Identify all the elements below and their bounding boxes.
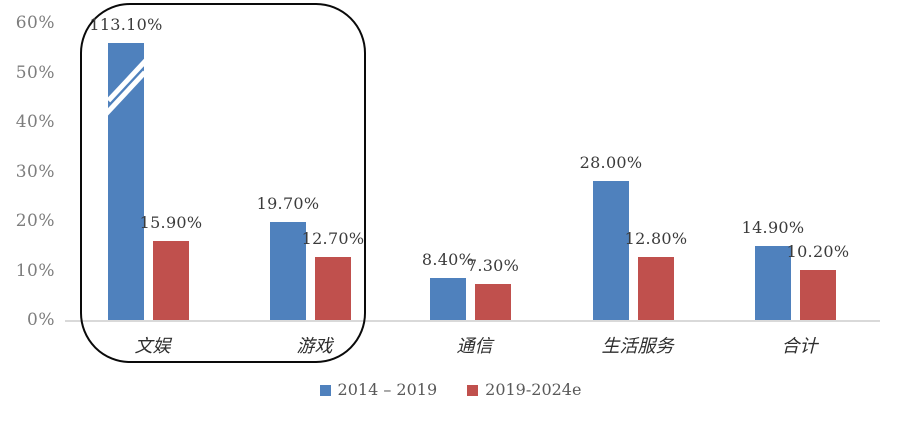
legend-label-series2: 2019-2024e xyxy=(485,380,582,399)
x-axis-line xyxy=(65,320,880,322)
x-category-label-4: 合计 xyxy=(781,336,818,357)
data-label-series2-cat3: 12.80% xyxy=(624,228,688,248)
y-tick-10pct: 10% xyxy=(15,260,55,281)
highlight-box xyxy=(80,3,366,363)
bar-series2-cat0 xyxy=(153,241,189,320)
y-tick-0pct: 0% xyxy=(27,310,55,330)
data-label-series1-cat2: 8.40% xyxy=(421,250,475,270)
bar-series1-cat4 xyxy=(755,246,791,320)
legend-swatch-series2 xyxy=(467,384,479,396)
legend-swatch-series1 xyxy=(319,384,331,396)
bar-series2-cat3 xyxy=(638,256,674,320)
legend: 2014 – 2019 2019-2024e xyxy=(0,380,901,400)
legend-label-series1: 2014 – 2019 xyxy=(337,380,438,399)
legend-item-series1: 2014 – 2019 xyxy=(319,380,438,400)
data-label-series1-cat4: 14.90% xyxy=(741,218,805,238)
y-tick-20pct: 20% xyxy=(15,211,55,231)
bar-series1-cat1 xyxy=(270,222,306,320)
y-tick-30pct: 30% xyxy=(15,161,55,182)
data-label-series1-cat1: 19.70% xyxy=(256,194,320,214)
bar-series1-cat0 xyxy=(108,42,144,320)
y-tick-50pct: 50% xyxy=(15,62,55,83)
data-label-series2-cat2: 7.30% xyxy=(466,255,520,275)
y-tick-40pct: 40% xyxy=(15,112,55,132)
bar-series2-cat2 xyxy=(475,283,511,320)
x-category-label-0: 文娱 xyxy=(134,336,171,357)
x-category-label-3: 生活服务 xyxy=(601,336,674,357)
bar-series2-cat1 xyxy=(315,257,351,320)
data-label-series2-cat1: 12.70% xyxy=(301,229,365,249)
bar-series1-cat2 xyxy=(430,278,466,320)
bar-series1-cat3 xyxy=(593,181,629,320)
x-category-label-2: 通信 xyxy=(456,336,493,357)
data-label-series2-cat0: 15.90% xyxy=(139,213,203,233)
legend-item-series2: 2019-2024e xyxy=(467,380,581,400)
data-label-series1-cat0: 113.10% xyxy=(89,14,163,34)
data-label-series2-cat4: 10.20% xyxy=(786,241,850,261)
y-tick-60pct: 60% xyxy=(15,13,55,33)
bar-series2-cat4 xyxy=(800,269,836,320)
data-label-series1-cat3: 28.00% xyxy=(579,153,643,173)
